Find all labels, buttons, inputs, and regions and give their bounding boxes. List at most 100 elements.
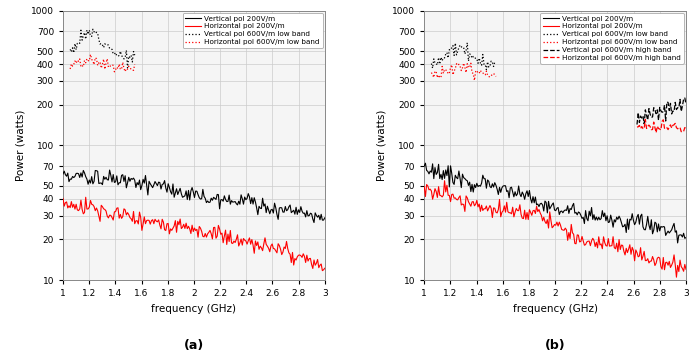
Horizontal pol 600V/m high band (635, 123, 643, 127)
Line: Horizontal pol 600V/m low band: Horizontal pol 600V/m low band (431, 63, 496, 80)
Vertical pol 200V/m (59, 172, 67, 176)
Vertical pol 600V/m high band (663, 100, 671, 104)
Line: Vertical pol 200V/m: Vertical pol 200V/m (63, 170, 325, 223)
Horizontal pol 600V/m low band (435, 73, 443, 77)
Y-axis label: Power (watts): Power (watts) (377, 110, 386, 181)
Line: Vertical pol 600V/m low band: Vertical pol 600V/m low band (431, 43, 496, 70)
Horizontal pol 600V/m high band (664, 127, 672, 132)
Horizontal pol 600V/m high band (671, 121, 680, 125)
Horizontal pol 600V/m high band (654, 126, 663, 131)
Horizontal pol 600V/m high band (673, 127, 682, 131)
Vertical pol 600V/m high band (646, 112, 654, 116)
Vertical pol 200V/m (290, 208, 298, 212)
Horizontal pol 600V/m high band (668, 123, 677, 127)
Horizontal pol 200V/m (561, 226, 570, 230)
Vertical pol 600V/m low band (435, 56, 443, 60)
Vertical pol 600V/m low band (126, 55, 134, 60)
Text: (a): (a) (184, 339, 204, 350)
Vertical pol 200V/m (421, 161, 430, 165)
Horizontal pol 600V/m high band (645, 123, 653, 127)
Vertical pol 200V/m (132, 186, 140, 190)
Horizontal pol 600V/m high band (675, 126, 683, 130)
Vertical pol 600V/m high band (654, 118, 663, 122)
Horizontal pol 200V/m (440, 178, 449, 183)
Horizontal pol 600V/m high band (662, 125, 670, 130)
Horizontal pol 600V/m high band (651, 125, 659, 130)
Vertical pol 200V/m (321, 216, 329, 220)
Horizontal pol 600V/m high band (665, 125, 673, 129)
Horizontal pol 600V/m high band (647, 127, 655, 132)
Vertical pol 200V/m (673, 241, 682, 245)
Vertical pol 600V/m low band (81, 37, 90, 41)
Line: Horizontal pol 600V/m high band: Horizontal pol 600V/m high band (637, 119, 686, 133)
Vertical pol 200V/m (281, 204, 290, 209)
Legend: Vertical pol 200V/m, Horizontal pol 200V/m, Vertical pol 600V/m low band, Horizo: Vertical pol 200V/m, Horizontal pol 200V… (183, 13, 323, 48)
Vertical pol 600V/m low band (492, 61, 500, 65)
Vertical pol 600V/m low band (130, 53, 139, 57)
Vertical pol 600V/m high band (636, 114, 645, 118)
Horizontal pol 600V/m high band (643, 124, 652, 128)
Vertical pol 600V/m high band (672, 107, 680, 112)
Horizontal pol 600V/m high band (652, 131, 660, 135)
Horizontal pol 200V/m (498, 210, 506, 214)
Horizontal pol 200V/m (59, 196, 67, 201)
Horizontal pol 600V/m high band (633, 125, 641, 129)
Horizontal pol 200V/m (199, 235, 208, 239)
Horizontal pol 600V/m high band (680, 126, 689, 130)
Vertical pol 600V/m high band (634, 111, 643, 115)
Horizontal pol 200V/m (318, 268, 327, 273)
Horizontal pol 600V/m high band (640, 127, 648, 131)
Horizontal pol 600V/m high band (658, 119, 666, 124)
Line: Horizontal pol 600V/m low band: Horizontal pol 600V/m low band (70, 54, 134, 72)
Horizontal pol 600V/m low band (427, 70, 435, 75)
Horizontal pol 600V/m low band (110, 70, 118, 74)
Vertical pol 600V/m high band (651, 108, 659, 112)
Vertical pol 600V/m low band (66, 47, 74, 51)
Vertical pol 600V/m low band (427, 62, 435, 66)
Vertical pol 200V/m (310, 220, 319, 225)
Vertical pol 600V/m high band (639, 114, 648, 118)
Horizontal pol 200V/m (294, 253, 302, 257)
Horizontal pol 600V/m high band (676, 125, 684, 130)
Vertical pol 600V/m high band (645, 106, 653, 111)
Vertical pol 200V/m (651, 220, 659, 224)
Horizontal pol 200V/m (493, 211, 501, 215)
Horizontal pol 600V/m high band (643, 126, 651, 131)
Vertical pol 600V/m high band (678, 104, 687, 108)
Horizontal pol 200V/m (281, 246, 290, 251)
Vertical pol 600V/m high band (650, 106, 658, 110)
Line: Vertical pol 200V/m: Vertical pol 200V/m (424, 163, 686, 243)
Vertical pol 600V/m high band (643, 118, 652, 122)
Horizontal pol 600V/m high band (682, 126, 690, 130)
Horizontal pol 600V/m high band (655, 127, 664, 131)
Vertical pol 600V/m high band (648, 115, 657, 119)
Horizontal pol 200V/m (655, 256, 664, 260)
Horizontal pol 200V/m (672, 275, 680, 279)
Horizontal pol 600V/m high band (639, 126, 648, 131)
Vertical pol 200V/m (199, 194, 208, 198)
Vertical pol 600V/m high band (653, 108, 662, 112)
Vertical pol 200V/m (682, 236, 690, 240)
Horizontal pol 600V/m low band (492, 75, 500, 79)
Vertical pol 600V/m low band (439, 56, 447, 60)
Vertical pol 600V/m high band (665, 108, 673, 113)
Text: (b): (b) (545, 339, 566, 350)
Vertical pol 600V/m high band (668, 109, 677, 113)
Vertical pol 600V/m low band (463, 41, 472, 45)
Horizontal pol 600V/m low band (130, 62, 139, 66)
Horizontal pol 200V/m (81, 195, 90, 199)
Horizontal pol 600V/m high band (663, 126, 671, 130)
Vertical pol 200V/m (655, 229, 664, 233)
Horizontal pol 200V/m (132, 219, 140, 223)
Vertical pol 600V/m low band (451, 41, 459, 45)
Y-axis label: Power (watts): Power (watts) (15, 110, 25, 181)
Horizontal pol 600V/m high band (660, 126, 668, 131)
Horizontal pol 600V/m low band (81, 61, 90, 65)
Vertical pol 600V/m low band (91, 31, 99, 35)
Vertical pol 600V/m low band (89, 27, 97, 32)
Vertical pol 600V/m high band (659, 110, 668, 114)
Vertical pol 200V/m (136, 188, 145, 192)
Vertical pol 200V/m (420, 164, 428, 168)
Horizontal pol 600V/m high band (650, 120, 658, 124)
Horizontal pol 200V/m (651, 264, 659, 268)
